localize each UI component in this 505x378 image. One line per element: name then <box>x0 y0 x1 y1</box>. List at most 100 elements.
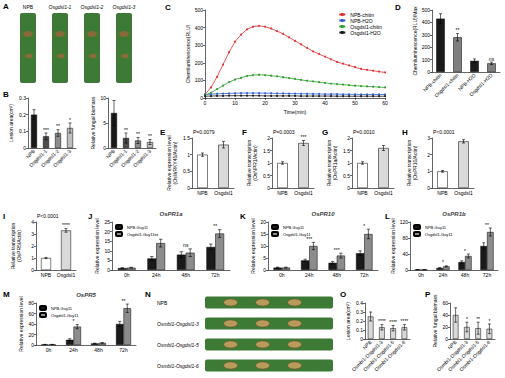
svg-text:M: M <box>3 290 10 299</box>
svg-text:**: ** <box>136 131 140 137</box>
svg-text:10: 10 <box>104 248 110 254</box>
svg-text:J: J <box>88 212 92 221</box>
svg-text:Relative expression level: Relative expression level <box>94 218 100 273</box>
svg-text:A: A <box>3 2 9 11</box>
svg-text:OsPR1a: OsPR1a <box>159 211 183 217</box>
svg-text:0: 0 <box>267 185 270 191</box>
svg-text:Osgdsl1-Guy11: Osgdsl1-Guy11 <box>127 232 155 237</box>
svg-text:(OsWRKY45/Actin): (OsWRKY45/Actin) <box>172 141 178 184</box>
svg-text:0: 0 <box>360 336 363 342</box>
svg-text:NPB-Guy11: NPB-Guy11 <box>51 306 73 311</box>
svg-text:40: 40 <box>442 312 448 318</box>
svg-text:0: 0 <box>347 185 350 191</box>
svg-text:*: * <box>73 318 75 324</box>
svg-text:Lesion area(cm²): Lesion area(cm²) <box>8 104 14 142</box>
svg-text:Osgdsl1-3: Osgdsl1-3 <box>132 148 152 168</box>
svg-text:60: 60 <box>28 311 34 317</box>
svg-text:****: **** <box>400 318 408 324</box>
svg-text:48h: 48h <box>333 272 342 278</box>
svg-text:Osgdsl1: Osgdsl1 <box>454 190 473 196</box>
svg-text:**: ** <box>122 298 126 304</box>
svg-text:Relative expression level: Relative expression level <box>18 296 24 351</box>
svg-text:20: 20 <box>28 332 34 338</box>
svg-text:300: 300 <box>195 42 204 48</box>
svg-text:Osmbl1-Osgdsl1-6: Osmbl1-Osgdsl1-6 <box>157 363 199 369</box>
svg-text:(OsNPR1/Actin): (OsNPR1/Actin) <box>252 145 258 181</box>
svg-text:15: 15 <box>104 238 110 244</box>
svg-text:4: 4 <box>31 219 34 225</box>
svg-text:****: **** <box>62 222 70 228</box>
svg-text:ns: ns <box>183 242 189 248</box>
svg-text:Osmbl1-Osgdsl1-6: Osmbl1-Osgdsl1-6 <box>373 339 407 373</box>
svg-text:72h: 72h <box>119 347 128 353</box>
svg-text:G: G <box>322 128 328 137</box>
svg-text:NPB-Guy11: NPB-Guy11 <box>283 225 305 230</box>
svg-text:100: 100 <box>195 77 204 83</box>
svg-text:****: **** <box>389 319 397 325</box>
svg-text:Osgdsl1-Guy11: Osgdsl1-Guy11 <box>51 313 79 318</box>
svg-text:(OsPR5/Actin): (OsPR5/Actin) <box>16 230 22 262</box>
svg-text:5: 5 <box>103 120 106 126</box>
svg-text:5: 5 <box>263 255 266 261</box>
svg-text:0: 0 <box>263 267 266 273</box>
svg-text:P<0.0001: P<0.0001 <box>433 129 455 135</box>
svg-text:72h: 72h <box>483 272 492 278</box>
svg-text:200: 200 <box>195 60 204 66</box>
svg-text:P=0.0010: P=0.0010 <box>353 129 375 135</box>
svg-text:40: 40 <box>28 321 34 327</box>
svg-text:**: ** <box>213 223 217 229</box>
svg-text:Osgdsl1: Osgdsl1 <box>294 190 313 196</box>
svg-text:**: ** <box>154 233 158 239</box>
svg-text:D: D <box>395 3 401 12</box>
svg-text:24h: 24h <box>69 347 78 353</box>
svg-text:B: B <box>3 90 9 99</box>
svg-text:Chemiluminescence(RLU): Chemiluminescence(RLU) <box>185 24 191 83</box>
svg-text:Osmbl1-Osgdsl1-3: Osmbl1-Osgdsl1-3 <box>157 321 199 327</box>
svg-text:P<0.0001: P<0.0001 <box>37 213 59 219</box>
svg-text:*: * <box>488 318 490 324</box>
svg-text:***: *** <box>43 127 49 133</box>
svg-text:10: 10 <box>260 243 266 249</box>
svg-text:0h: 0h <box>418 272 424 278</box>
svg-text:40: 40 <box>322 100 328 106</box>
svg-text:OsPR1b: OsPR1b <box>442 211 466 217</box>
svg-text:60: 60 <box>382 100 388 106</box>
svg-text:0: 0 <box>23 145 26 151</box>
svg-text:**: ** <box>485 222 489 228</box>
svg-text:10: 10 <box>100 95 106 101</box>
svg-text:1: 1 <box>187 152 190 158</box>
svg-text:**: ** <box>56 123 60 129</box>
svg-text:P: P <box>425 290 431 299</box>
svg-text:200: 200 <box>422 44 431 50</box>
svg-text:Relative fungal biomass: Relative fungal biomass <box>90 96 96 150</box>
svg-text:500: 500 <box>195 7 204 13</box>
svg-text:**: ** <box>148 133 152 139</box>
svg-text:*: * <box>363 223 365 229</box>
svg-text:80: 80 <box>402 235 408 241</box>
svg-text:***: *** <box>334 247 340 253</box>
svg-text:15: 15 <box>260 231 266 237</box>
svg-text:***: *** <box>301 134 307 140</box>
svg-text:500: 500 <box>422 7 431 13</box>
svg-text:24h: 24h <box>305 272 314 278</box>
svg-text:2: 2 <box>427 152 430 158</box>
svg-text:NPB-Guy11: NPB-Guy11 <box>425 225 447 230</box>
svg-text:0: 0 <box>427 69 430 75</box>
svg-text:Osgdsl1-1: Osgdsl1-1 <box>49 4 72 10</box>
svg-text:F: F <box>242 128 247 137</box>
svg-text:48h: 48h <box>94 347 103 353</box>
svg-text:48h: 48h <box>182 272 191 278</box>
svg-text:72h: 72h <box>360 272 369 278</box>
svg-text:****: **** <box>378 318 386 324</box>
svg-text:N: N <box>145 290 151 299</box>
svg-text:Osgdsl1-Guy11: Osgdsl1-Guy11 <box>425 232 453 237</box>
svg-text:0: 0 <box>31 342 34 348</box>
svg-text:120: 120 <box>400 219 409 225</box>
svg-text:Time(min): Time(min) <box>284 109 307 115</box>
svg-text:1.5: 1.5 <box>263 148 270 154</box>
svg-text:0.1: 0.1 <box>19 128 26 134</box>
svg-text:NPB: NPB <box>197 190 208 196</box>
svg-text:0.2: 0.2 <box>19 112 26 118</box>
svg-text:60: 60 <box>442 300 448 306</box>
svg-text:0: 0 <box>103 145 106 151</box>
